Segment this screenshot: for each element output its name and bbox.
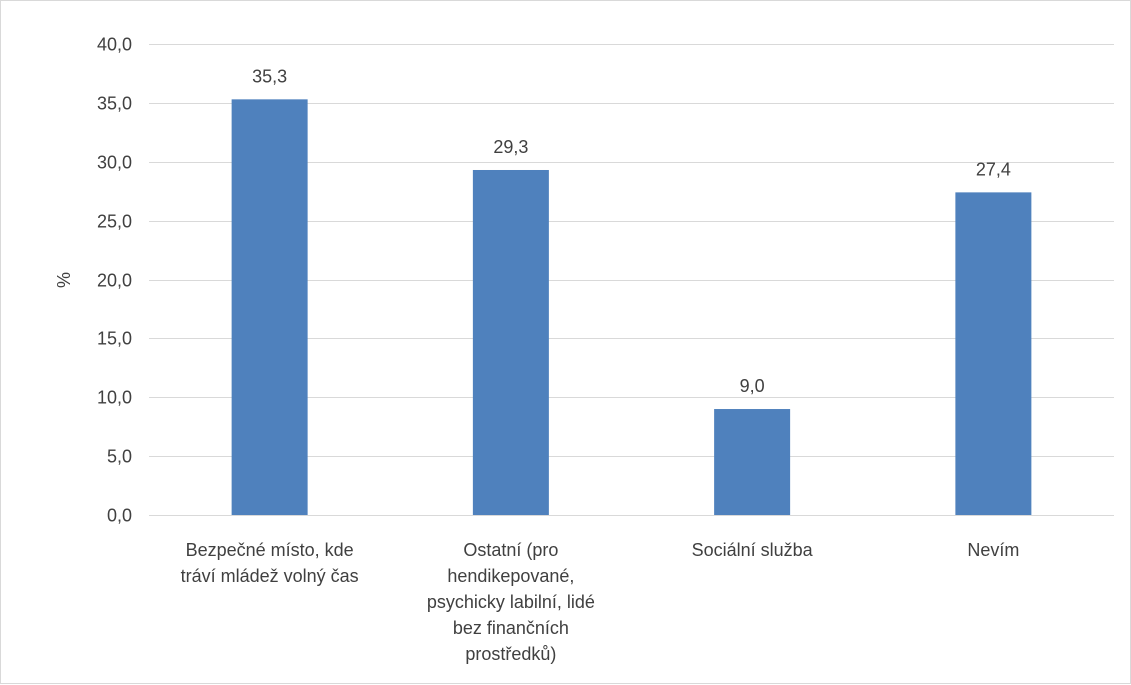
x-tick-label-line: psychicky labilní, lidé (427, 592, 595, 612)
y-tick-label: 40,0 (97, 35, 132, 55)
y-tick-label: 20,0 (97, 271, 132, 291)
data-label: 35,3 (252, 66, 287, 86)
x-tick-label-line: Bezpečné místo, kde (186, 540, 354, 560)
x-tick-label-line: hendikepované, (447, 566, 574, 586)
bar (714, 409, 791, 515)
y-tick-label: 0,0 (107, 506, 132, 526)
data-label: 9,0 (740, 376, 765, 396)
data-label: 29,3 (493, 137, 528, 157)
x-tick-label-line: Ostatní (pro (463, 540, 558, 560)
data-label: 27,4 (976, 159, 1011, 179)
bar (472, 169, 549, 515)
x-tick-label-line: tráví mládež volný čas (181, 566, 359, 586)
gridlines (149, 44, 1114, 516)
x-axis-ticks: Bezpečné místo, kde tráví mládež volný ča… (181, 540, 1020, 664)
x-tick-label: Ostatní (pro hendikepované, psychicky labi… (427, 540, 595, 664)
y-tick-label: 35,0 (97, 94, 132, 114)
x-tick-label-line: prostředků) (465, 644, 556, 664)
bars (231, 99, 1032, 516)
x-tick-label-line: Sociální služba (692, 540, 814, 560)
x-tick-label: Bezpečné místo, kde tráví mládež volný ča… (181, 540, 359, 586)
data-labels: 35,3 29,3 9,0 27,4 (252, 66, 1011, 396)
y-tick-label: 15,0 (97, 329, 132, 349)
y-tick-label: 25,0 (97, 212, 132, 232)
x-tick-label-line: bez finančních (453, 618, 569, 638)
x-tick-label: Nevím (967, 540, 1019, 560)
y-axis-title: % (54, 272, 74, 288)
x-tick-label-line: Nevím (967, 540, 1019, 560)
y-axis-ticks: 0,0 5,0 10,0 15,0 20,0 25,0 30,0 35,0 40,0 (97, 35, 132, 526)
x-tick-label: Sociální služba (692, 540, 814, 560)
y-tick-label: 30,0 (97, 153, 132, 173)
y-tick-label: 10,0 (97, 388, 132, 408)
bar (231, 99, 308, 515)
bar (955, 192, 1032, 516)
y-tick-label: 5,0 (107, 447, 132, 467)
